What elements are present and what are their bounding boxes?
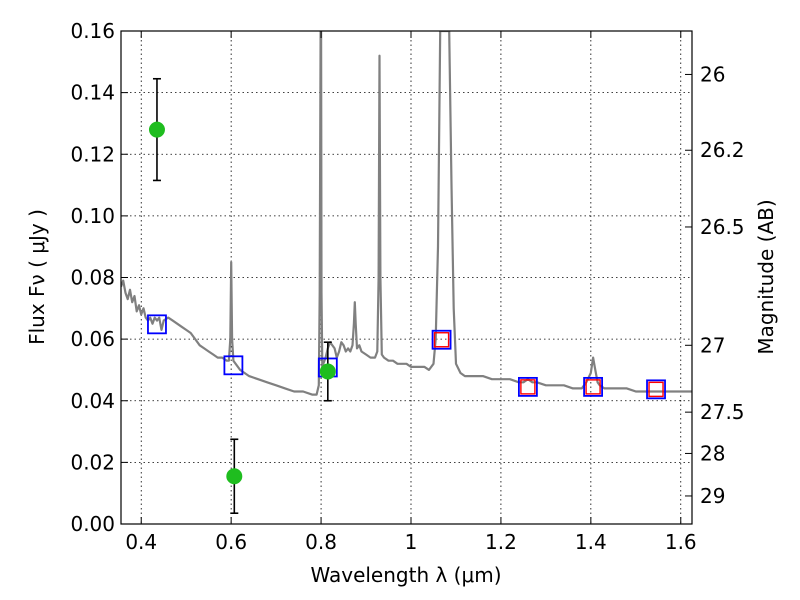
green-data-point [148,121,165,138]
blue-square-marker [223,355,244,376]
blue-square-marker [147,314,167,335]
y-right-tick-label: 27 [700,333,725,357]
y-tick-label: 0.14 [70,81,115,105]
red-square-marker [433,332,450,348]
ticks [121,30,692,525]
y-tick-label: 0.10 [70,204,115,228]
y-tick-label: 0.12 [70,142,115,166]
red-square-marker [520,379,536,395]
x-tick-label: 1.4 [575,530,607,554]
y-tick-label: 0.04 [70,389,115,413]
x-tick-label: 1 [405,530,418,554]
blue-square-marker [646,379,666,400]
y-right-tick-label: 28 [700,441,725,465]
blue-square-marker [431,329,452,350]
y-right-axis-title: Magnitude (AB) [754,199,778,354]
y-tick-label: 0.08 [70,266,115,290]
blue-square-marker [583,376,603,397]
series-layer [121,31,692,515]
y-right-tick-label: 26.2 [700,138,745,162]
sed-model-line [121,31,692,396]
x-tick-label: 0.8 [305,530,337,554]
x-tick-label: 0.6 [215,530,247,554]
y-tick-label: 0.02 [70,450,115,474]
y-right-tick-label: 26 [700,62,725,86]
green-data-point [319,363,336,380]
y-right-tick-label: 27.5 [700,400,745,424]
x-tick-label: 0.4 [125,530,157,554]
y-tick-label: 0.06 [70,327,115,351]
green-data-point [226,468,243,485]
y-right-tick-label: 26.5 [700,215,745,239]
tick-labels: 0.4 0.6 0.8 1 1.2 1.4 1.6 0.00 0.02 0.04 0.06 0.08 0… [70,19,744,554]
red-square-marker [648,381,664,398]
plot-area [121,31,692,515]
y-axis-title: Flux Fν ( μJy ) [25,209,49,345]
red-square-marker [585,379,601,395]
grid [121,30,692,525]
y-right-tick-label: 29 [700,484,725,508]
y-tick-label: 0.00 [70,512,115,536]
x-tick-label: 1.6 [665,530,697,554]
x-tick-label: 1.2 [485,530,517,554]
x-axis-title: Wavelength λ (μm) [310,563,501,587]
blue-square-marker [517,376,538,397]
y-tick-label: 0.16 [70,19,115,43]
